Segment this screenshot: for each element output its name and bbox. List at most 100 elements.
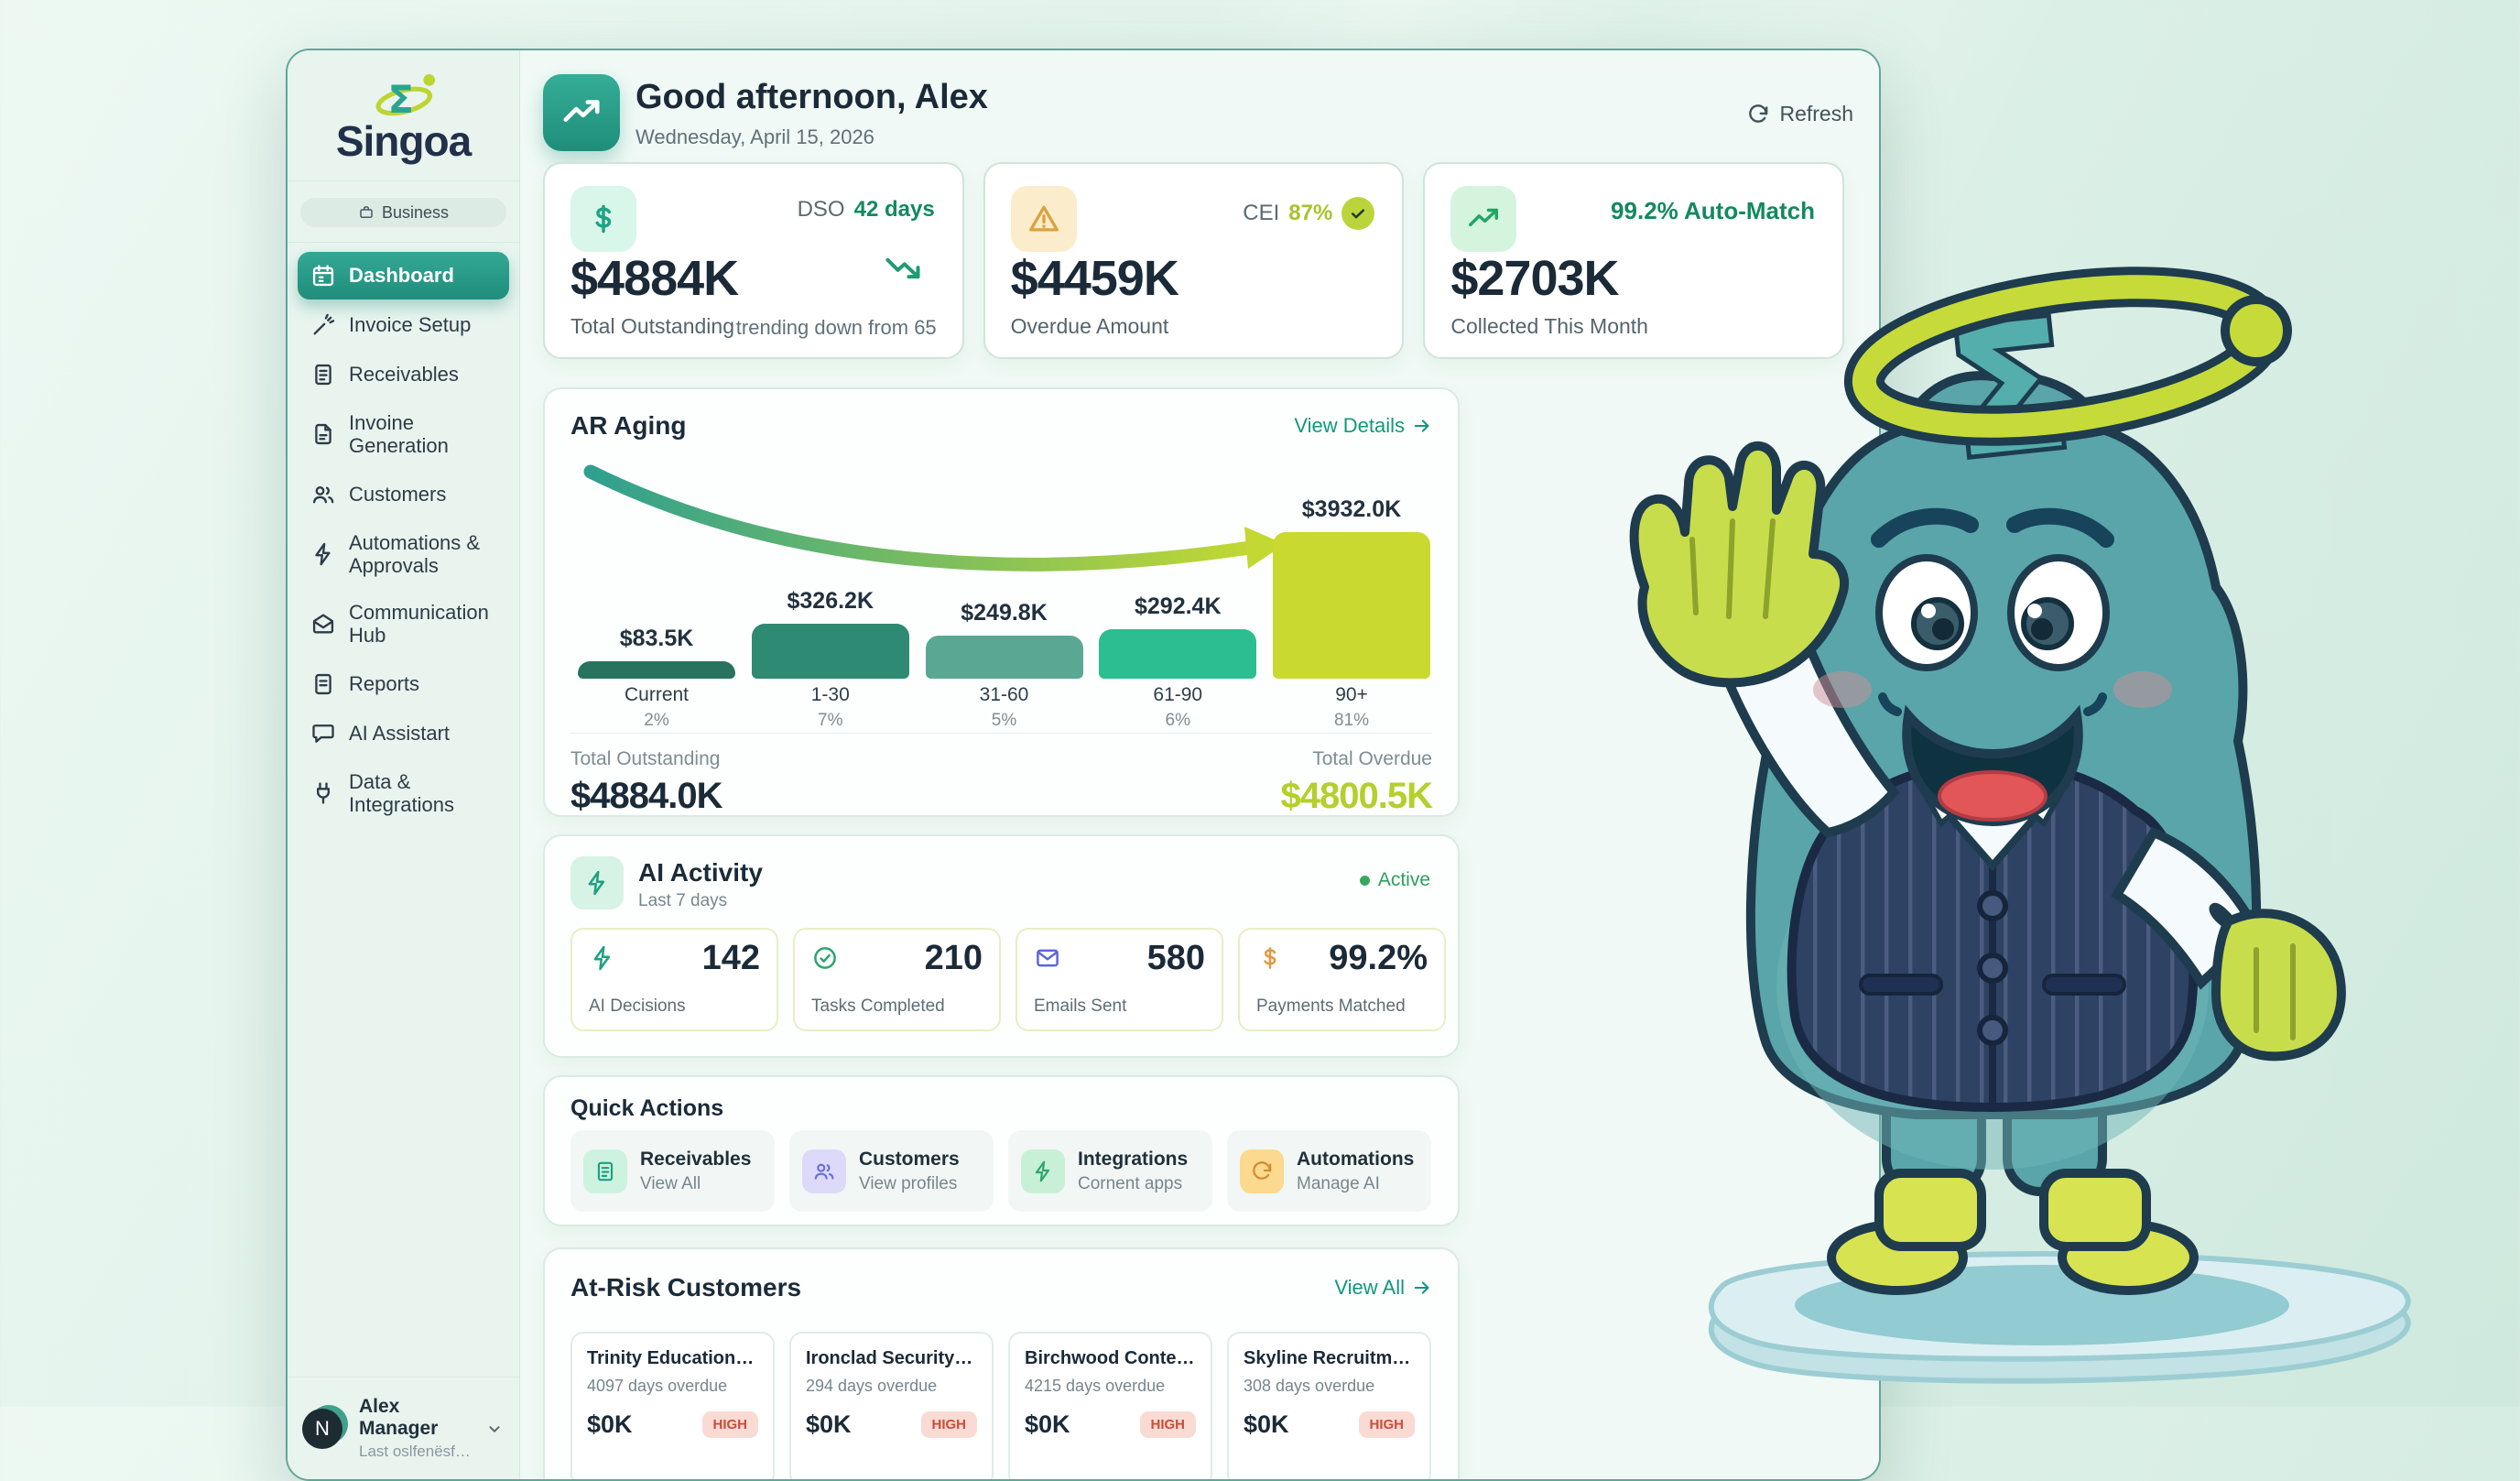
workspace-badge[interactable]: Business [300, 198, 506, 227]
sidebar-item-invoine-generation[interactable]: Invoine Generation [298, 400, 509, 469]
trend-up-icon [1450, 186, 1517, 252]
customer-name: Ironclad Security Svce [806, 1348, 977, 1368]
sidebar-item-label: Dashboard [349, 264, 454, 288]
arrow-right-icon [1414, 1281, 1429, 1294]
status-badge: Active [1359, 869, 1430, 891]
quick-action-receivables[interactable]: Receivables View All [570, 1130, 775, 1212]
mascot-illustration: Σ [1629, 267, 2411, 1384]
view-all-link[interactable]: View All [1334, 1276, 1432, 1300]
risk-badge: HIGH [1139, 1411, 1196, 1438]
sidebar-item-invoice-setup[interactable]: Invoice Setup [298, 301, 509, 349]
bolt-icon [1021, 1149, 1065, 1193]
stat-label: Payments Matched [1256, 996, 1406, 1016]
risk-badge: HIGH [701, 1411, 758, 1438]
bar-value-label: $83.5K [619, 626, 694, 651]
sidebar-item-customers[interactable]: Customers [298, 471, 509, 518]
percent-label: 2% [644, 711, 669, 730]
envelope-icon [1037, 949, 1059, 967]
ai-stat-payments-matched[interactable]: 99.2% Payments Matched [1238, 928, 1446, 1031]
ar-aging-bar-current[interactable]: $83.5K [578, 626, 735, 679]
document-lines-icon [315, 364, 331, 386]
category-label: 1-30 [810, 684, 850, 705]
kpi-card-total-outstanding[interactable]: DSO 42 days $4884K Total Outstanding tren… [543, 162, 964, 359]
user-subtitle: Last oslfenësfic... [359, 1443, 472, 1460]
bolt-icon [1035, 1160, 1050, 1182]
quick-action-title: Integrations [1078, 1148, 1189, 1170]
page-title: Good afternoon, Alex [635, 78, 988, 116]
divider [570, 733, 1432, 734]
sidebar-item-label: Automations & Approvals [349, 530, 481, 577]
view-details-label: View Details [1294, 414, 1405, 437]
dollar-icon [1264, 947, 1276, 969]
sidebar-item-dashboard[interactable]: Dashboard [298, 252, 509, 299]
ar-aging-bar-31-60[interactable]: $249.8K [925, 600, 1083, 679]
sidebar-item-data-integrations[interactable]: Data & Integrations [298, 759, 509, 828]
sidebar-item-ai-assistart[interactable]: AI Assistart [298, 710, 509, 757]
kpi-label: Overdue Amount [1010, 314, 1169, 338]
stat-value: 210 [924, 939, 983, 977]
refresh-button[interactable]: Refresh [1746, 102, 1853, 126]
sidebar-item-automations-approvals[interactable]: Automations & Approvals [298, 520, 509, 589]
user-name: Alex Manager [359, 1396, 439, 1439]
percent-label: 6% [1165, 711, 1190, 730]
kpi-label: Collected This Month [1450, 314, 1648, 338]
kpi-card-overdue-amount[interactable]: CEI 87% $4459K Overdue Amount [983, 162, 1405, 359]
quick-action-integrations[interactable]: Integrations Cornent apps [1008, 1130, 1212, 1212]
refresh-icon [1240, 1149, 1284, 1193]
app-title: Singoa [335, 117, 472, 165]
quick-action-title: Automations [1297, 1148, 1415, 1170]
dso-badge: DSO 42 days [797, 197, 935, 222]
sidebar-item-reports[interactable]: Reports [298, 660, 509, 708]
refresh-icon [1253, 1160, 1272, 1180]
ai-stat-emails-sent[interactable]: 580 Emails Sent [1016, 928, 1223, 1031]
quick-action-customers[interactable]: Customers View profiles [789, 1130, 994, 1212]
sidebar-item-label: Invoice Setup [349, 313, 472, 337]
customer-name: Birchwood Content St... [1025, 1348, 1196, 1368]
stat-value: 142 [701, 939, 760, 977]
kpi-card-collected[interactable]: 99.2% Auto-Match $2703K Collected This M… [1423, 162, 1845, 359]
bolt-icon [593, 945, 611, 971]
risk-badge: HIGH [1358, 1411, 1415, 1438]
chevron-down-icon[interactable] [484, 1419, 505, 1439]
bar [925, 636, 1083, 679]
ar-aging-panel: AR Aging View Details $83.5K $326.2K $249.… [543, 387, 1460, 817]
stat-label: AI Decisions [589, 996, 686, 1016]
ar-aging-category-61-90: 61-90 6% [1099, 684, 1256, 731]
sidebar-item-receivables[interactable]: Receivables [298, 351, 509, 398]
cei-badge: CEI 87% [1243, 197, 1375, 230]
stat-value: 99.2% [1329, 939, 1428, 977]
stat-label: Emails Sent [1034, 996, 1127, 1016]
overdue-label: 4097 days overdue [587, 1377, 728, 1395]
avatar: N [302, 1404, 348, 1451]
ar-aging-chart: $83.5K $326.2K $249.8K $292.4K $3932.0K [578, 453, 1430, 679]
ai-stat-tasks-completed[interactable]: 210 Tasks Completed [793, 928, 1001, 1031]
bolt-icon [315, 542, 331, 566]
ar-aging-category-90: 90+ 81% [1273, 684, 1430, 731]
overdue-label: 308 days overdue [1244, 1377, 1375, 1395]
user-profile[interactable]: N Alex Manager Last oslfenësfic... [288, 1377, 519, 1479]
view-details-link[interactable]: View Details [1294, 414, 1432, 438]
overdue-amount: $0K [587, 1410, 633, 1438]
ai-stat-ai-decisions[interactable]: 142 AI Decisions [570, 928, 778, 1031]
document-lines-icon [583, 1149, 627, 1193]
sidebar-item-communication-hub[interactable]: Communication Hub [298, 590, 509, 659]
overdue-amount: $0K [1244, 1410, 1289, 1438]
dashboard-icon [312, 265, 334, 287]
logo: Σ Singoa [288, 50, 519, 181]
trend-down-icon [885, 257, 920, 279]
overdue-amount: $0K [1025, 1410, 1070, 1438]
ar-aging-bar-1-30[interactable]: $326.2K [751, 588, 909, 679]
ar-aging-bar-90[interactable]: $3932.0K [1273, 496, 1430, 679]
quick-action-automations[interactable]: Automations Manage AI [1227, 1130, 1431, 1212]
wand-icon [313, 313, 335, 335]
quick-actions-row: Receivables View All Customers View profile… [570, 1130, 1431, 1212]
quick-action-subtitle: Manage AI [1297, 1173, 1380, 1193]
ar-aging-category-current: Current 2% [578, 684, 735, 731]
customer-name: Skyline Recruitment LLC [1244, 1348, 1415, 1368]
total-outstanding: Total Outstanding $4884.0K [570, 748, 722, 816]
view-all-label: View All [1334, 1276, 1405, 1299]
sidebar-item-label: Data & Integrations [349, 769, 454, 817]
ar-aging-bar-61-90[interactable]: $292.4K [1099, 593, 1257, 679]
quick-action-subtitle: Cornent apps [1078, 1173, 1183, 1193]
sidebar-nav: Dashboard Invoice Setup Receivables Invoine… [288, 252, 519, 829]
